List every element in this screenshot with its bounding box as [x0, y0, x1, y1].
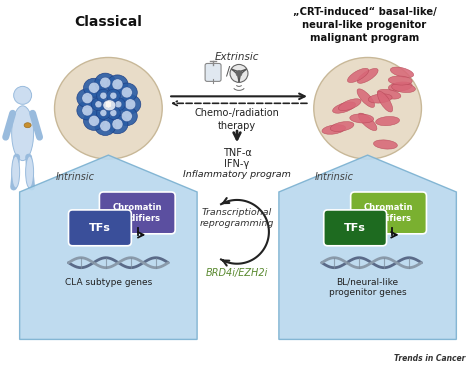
Ellipse shape [374, 140, 397, 149]
Ellipse shape [55, 58, 162, 159]
FancyBboxPatch shape [100, 192, 175, 234]
Ellipse shape [95, 73, 116, 92]
Ellipse shape [358, 113, 377, 131]
Ellipse shape [83, 78, 104, 97]
Ellipse shape [378, 91, 392, 112]
Ellipse shape [106, 89, 120, 102]
Ellipse shape [96, 89, 110, 102]
Circle shape [110, 109, 117, 116]
Text: Trends in Cancer: Trends in Cancer [394, 354, 465, 363]
Ellipse shape [116, 107, 137, 126]
Text: Chromatin
modifiers: Chromatin modifiers [364, 203, 413, 223]
Circle shape [14, 86, 32, 104]
Circle shape [110, 92, 117, 99]
Ellipse shape [330, 122, 354, 131]
Circle shape [100, 109, 107, 116]
Ellipse shape [111, 98, 125, 111]
Circle shape [112, 119, 123, 130]
Circle shape [115, 101, 122, 108]
Ellipse shape [103, 100, 116, 111]
Circle shape [121, 87, 132, 98]
Ellipse shape [392, 83, 415, 92]
Ellipse shape [120, 95, 141, 114]
Ellipse shape [376, 116, 400, 126]
Ellipse shape [333, 102, 356, 113]
Ellipse shape [24, 123, 31, 128]
Ellipse shape [338, 99, 361, 111]
Text: Transcriptional
reprogramming: Transcriptional reprogramming [200, 208, 274, 228]
Text: Intrinsic: Intrinsic [315, 172, 354, 182]
Text: TFs: TFs [344, 223, 365, 233]
Circle shape [112, 79, 123, 90]
Ellipse shape [116, 83, 137, 102]
FancyBboxPatch shape [351, 192, 427, 234]
Ellipse shape [322, 125, 346, 134]
Circle shape [100, 121, 111, 131]
Circle shape [230, 65, 248, 82]
Text: Inflammatory program: Inflammatory program [183, 170, 291, 179]
Polygon shape [279, 155, 456, 339]
Circle shape [236, 70, 242, 76]
Ellipse shape [91, 98, 105, 111]
Text: TFs: TFs [89, 223, 110, 233]
Ellipse shape [347, 68, 369, 82]
Ellipse shape [314, 58, 421, 159]
Text: Intrinsic: Intrinsic [56, 172, 95, 182]
Ellipse shape [95, 116, 116, 135]
Circle shape [82, 105, 93, 116]
Text: Chemo-/radiation
therapy: Chemo-/radiation therapy [194, 108, 280, 131]
Ellipse shape [357, 89, 374, 108]
Polygon shape [19, 155, 197, 339]
Text: BRD4i/EZH2i: BRD4i/EZH2i [206, 268, 268, 278]
Ellipse shape [106, 106, 120, 119]
Ellipse shape [77, 101, 98, 120]
FancyBboxPatch shape [69, 210, 131, 246]
Text: „CRT-induced“ basal-like/
neural-like progenitor
malignant program: „CRT-induced“ basal-like/ neural-like pr… [293, 7, 437, 43]
Ellipse shape [388, 76, 412, 85]
Circle shape [100, 77, 111, 88]
Text: IFN-γ: IFN-γ [224, 159, 250, 169]
Ellipse shape [107, 115, 128, 134]
Ellipse shape [377, 89, 401, 99]
Ellipse shape [391, 67, 414, 78]
Circle shape [100, 92, 107, 99]
Circle shape [89, 82, 100, 93]
Ellipse shape [350, 114, 374, 123]
Circle shape [121, 111, 132, 122]
Ellipse shape [26, 156, 34, 188]
Ellipse shape [96, 106, 110, 119]
Ellipse shape [388, 82, 412, 91]
FancyBboxPatch shape [205, 63, 221, 81]
Circle shape [82, 93, 93, 104]
Ellipse shape [368, 94, 392, 103]
FancyBboxPatch shape [324, 210, 387, 246]
Text: Classical: Classical [74, 14, 142, 29]
Circle shape [95, 101, 102, 108]
Text: CLA subtype genes: CLA subtype genes [65, 278, 152, 287]
Text: TNF-α: TNF-α [223, 148, 251, 158]
Circle shape [125, 99, 136, 110]
Ellipse shape [83, 111, 104, 130]
Text: BL/neural-like
progenitor genes: BL/neural-like progenitor genes [329, 278, 406, 297]
Ellipse shape [77, 89, 98, 108]
Ellipse shape [357, 68, 378, 83]
Text: Extrinsic: Extrinsic [215, 53, 259, 62]
Ellipse shape [12, 156, 19, 188]
Text: Chromatin
modifiers: Chromatin modifiers [112, 203, 162, 223]
Ellipse shape [107, 75, 128, 94]
Ellipse shape [12, 106, 34, 161]
Circle shape [89, 115, 100, 127]
Text: /: / [226, 65, 230, 78]
